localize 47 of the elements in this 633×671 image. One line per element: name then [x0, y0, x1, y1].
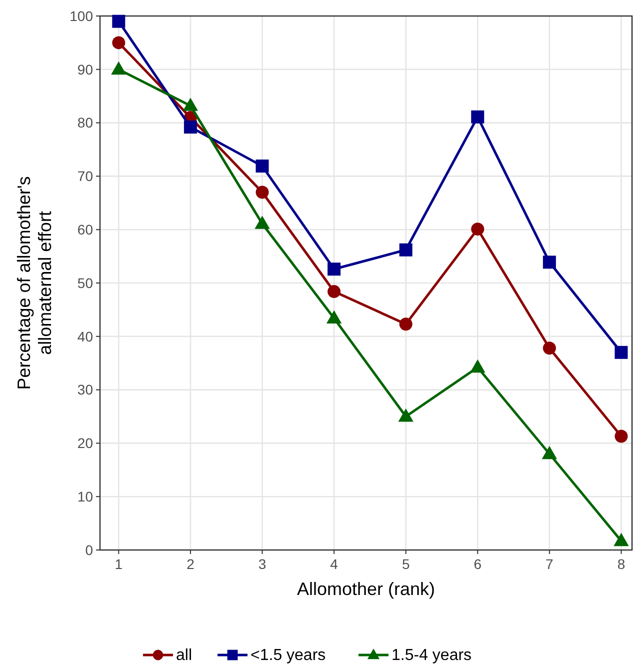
y-tick-label: 30 [77, 382, 94, 398]
point [182, 98, 198, 111]
point [614, 346, 628, 359]
x-tick-label: 1 [114, 556, 123, 572]
point [614, 430, 628, 443]
y-tick-label: 40 [77, 328, 94, 344]
x-tick-label: 2 [186, 556, 195, 572]
point [399, 243, 412, 256]
point [111, 61, 126, 75]
y-tick-label: 80 [77, 114, 94, 131]
point [398, 408, 414, 422]
y-tick-label: 100 [70, 8, 94, 24]
y-tick-label: 90 [77, 61, 94, 78]
point [328, 262, 341, 276]
point [112, 36, 126, 50]
point [542, 256, 556, 269]
point [471, 222, 484, 236]
legend-label: 1.5-4 years [392, 647, 472, 664]
y-tick-label: 20 [77, 435, 94, 452]
point [112, 14, 126, 28]
point [256, 160, 269, 173]
y-tick-label: 50 [77, 274, 94, 291]
point [256, 186, 269, 199]
point [614, 532, 629, 546]
point [254, 216, 270, 229]
point [328, 285, 341, 298]
point [184, 120, 197, 134]
point [399, 318, 412, 331]
x-tick-label: 8 [617, 556, 626, 572]
y-tick-label: 70 [77, 168, 94, 184]
x-tick-label: 7 [546, 556, 554, 572]
x-tick-label: 4 [330, 556, 338, 572]
y-tick-label: 10 [77, 488, 94, 504]
point [471, 110, 484, 124]
x-tick-label: 6 [474, 556, 482, 572]
legend-label: <1.5 years [250, 647, 326, 664]
y-axis-title: Percentage of allomother's allomaternal effort [14, 176, 55, 390]
y-tick-label: 60 [77, 222, 94, 238]
x-tick-label: 5 [402, 556, 410, 572]
y-tick-label: 0 [85, 542, 94, 558]
point [470, 359, 486, 373]
x-tick-label: 3 [258, 556, 266, 572]
point [542, 342, 556, 355]
point [542, 446, 558, 460]
x-axis-title: Allomother (rank) [296, 579, 436, 599]
legend-label: all [176, 647, 192, 664]
point [326, 310, 342, 324]
